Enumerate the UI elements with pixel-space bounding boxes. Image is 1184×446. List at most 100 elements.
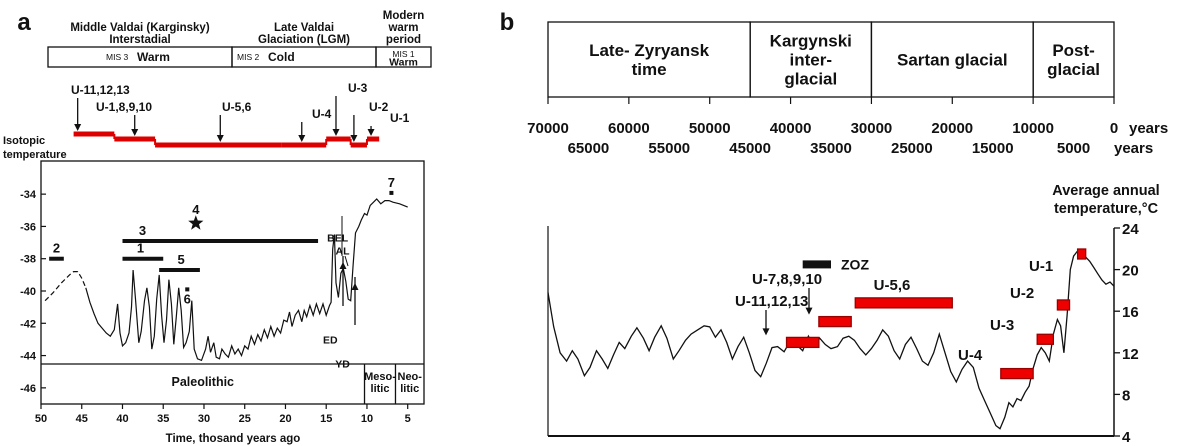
x-tick-label-a: 45 [76,413,88,425]
period-label-b: Kargynski [770,32,852,51]
sample-bar-b [818,315,852,328]
period-label-b: time [632,60,667,79]
x-tick-label-b-minor: 55000 [648,140,690,157]
sample-arrow-a-head [74,124,82,131]
dating-bar-label: 1 [137,241,144,256]
star-label: 4 [192,202,200,217]
y-tick-label-b: 20 [1122,263,1139,280]
x-tick-label-b-minor: 5000 [1057,140,1090,157]
y-axis-label-b: Average annual [1052,183,1159,199]
event-annotation: ED [323,334,338,346]
zoz-label: ZOZ [841,256,869,272]
x-tick-label-a: 15 [320,413,332,425]
period-label-b: Sartan glacial [897,51,1008,70]
y-tick-label-a: -34 [20,189,37,201]
x-tick-label-b: 30000 [851,120,893,137]
sample-label-b: U-4 [958,347,983,364]
x-tick-label-a: 5 [405,413,411,425]
x-tick-label-b: 0 [1110,120,1118,137]
sample-label-b: U-11,12,13 [735,293,808,310]
sample-arrow-b-head [805,307,813,315]
x-tick-label-b: 70000 [527,120,569,137]
sample-label-b: U-2 [1010,285,1034,302]
sample-arrow-a-head [350,135,358,142]
mis-period-title: Modern [383,10,425,22]
sample-label-b: U-3 [990,317,1014,334]
x-axis-label-a: Time, thosand years ago [166,433,301,445]
star-marker [188,215,204,230]
x-tick-label-b-minor: 35000 [810,140,852,157]
sample-arrow-a-head [332,129,340,136]
y-tick-label-b: 16 [1122,304,1139,321]
period-box-b [1032,21,1115,98]
y-tick-label-a: -36 [20,221,36,233]
y-axis-label-a: Isotopic [3,135,45,147]
sample-label-a: U-3 [348,81,368,95]
mis-climate: Warm [137,50,170,64]
cultural-period-label: Meso- [364,371,396,383]
mis-period-title: Middle Valdai (Karginsky) [70,22,209,34]
sample-arrow-b-head [762,328,770,336]
mis-period-title: period [386,34,421,46]
cultural-period-label: Neo- [398,371,423,383]
mis-period-title: Interstadial [109,34,170,46]
sample-arrow-a-head [131,129,139,136]
y-tick-label-b: 24 [1122,221,1139,238]
sample-label-b: U-7,8,9,10 [752,271,822,288]
panel-label-b: b [500,9,515,36]
x-tick-label-a: 30 [198,413,210,425]
y-tick-label-a: -42 [20,318,36,330]
mis-climate: Warm [389,57,418,69]
sample-bar-b [1076,248,1087,260]
mis-climate: Cold [268,50,295,64]
x-tick-label-b-minor: 15000 [972,140,1014,157]
dating-bar-label: 2 [53,241,60,256]
mis-box-3 [375,46,432,68]
event-annotation: AL [336,246,351,258]
isotopic-curve-dashed [44,271,87,302]
period-label-b: glacial [1047,60,1100,79]
y-tick-label-a: -40 [20,286,36,298]
x-tick-label-b: 40000 [770,120,812,137]
y-tick-label-a: -46 [20,383,36,395]
y-tick-label-b: 8 [1122,387,1130,404]
cultural-period-label: litic [371,383,390,395]
point-7-label: 7 [388,175,395,190]
period-label-b: inter- [790,51,833,70]
y-tick-label-b: 12 [1122,346,1139,363]
event-annotation: YD [335,359,350,371]
ed-arrow-head [339,262,347,269]
mis-code: MIS 3 [106,52,128,62]
sample-label-a: U-1,8,9,10 [96,100,152,114]
x-tick-label-b: 10000 [1012,120,1054,137]
event-annotation: BEL [327,233,349,245]
sample-arrow-a-head [216,135,224,142]
sample-label-b: U-5,6 [874,277,911,294]
x-unit-label-b: years [1129,120,1168,137]
dating-bar-label: 5 [178,252,185,267]
mis-code: MIS 2 [237,52,259,62]
x-unit-label-b: years [1114,140,1153,157]
x-tick-label-b-minor: 45000 [729,140,771,157]
y-axis-label-b: temperature,°C [1054,201,1159,217]
x-tick-label-b-minor: 65000 [568,140,610,157]
period-label-b: Post- [1052,41,1095,60]
y-tick-label-a: -44 [20,351,37,363]
sample-label-a: U-11,12,13 [71,83,130,97]
yd-arrow-head [351,283,359,290]
y-tick-label-a: -38 [20,254,36,266]
point-7-marker [389,190,394,195]
dating-bar-label: 6 [184,291,191,306]
sample-label-a: U-1 [390,111,410,125]
sample-arrow-a-head [298,135,306,142]
y-tick-label-b: 4 [1122,429,1131,446]
isotopic-curve [85,198,408,362]
temperature-curve-b [547,250,1115,430]
x-tick-label-b-minor: 25000 [891,140,933,157]
x-tick-label-a: 35 [157,413,169,425]
period-label-b: Late- Zyryansk [589,41,710,60]
x-tick-label-a: 20 [279,413,291,425]
x-tick-label-b: 50000 [689,120,731,137]
x-tick-label-a: 25 [239,413,251,425]
